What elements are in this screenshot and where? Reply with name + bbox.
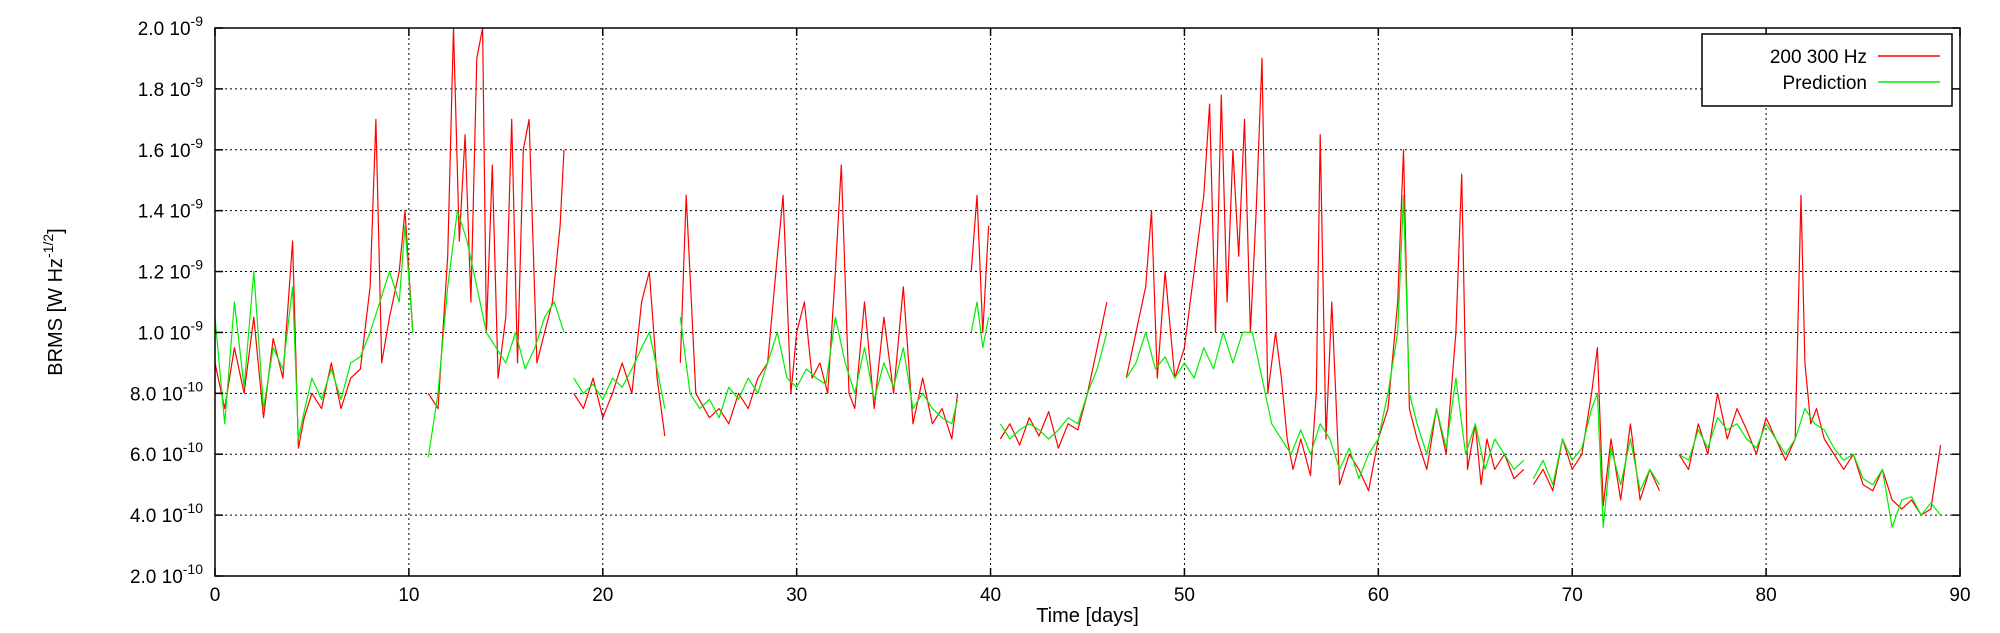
y-tick-exponent: -9 (191, 196, 204, 212)
y-tick-mantissa: 6.0 10 (130, 445, 183, 466)
axis-ticks (214, 27, 1961, 577)
y-axis-title-end: ] (45, 228, 67, 234)
series-1 (214, 194, 1942, 528)
y-tick-label: 2.0 10-9 (138, 13, 203, 40)
y-tick-mantissa: 2.0 10 (138, 19, 191, 40)
series-line-segment (427, 210, 565, 458)
y-tick-mantissa: 1.6 10 (138, 141, 191, 162)
series-line-segment (999, 301, 1108, 449)
y-tick-label: 2.0 10-10 (130, 561, 203, 588)
y-tick-exponent: -9 (191, 317, 204, 333)
y-tick-label: 6.0 10-10 (130, 439, 203, 466)
axis-tick-labels: 0 10 20 30 40 50 60 70 80 902.0 10-104.0 10-106.0… (130, 13, 1971, 606)
series-line-segment (573, 271, 666, 437)
y-tick-mantissa: 4.0 10 (130, 506, 183, 527)
series-line-segment (1125, 194, 1525, 480)
x-tick-label: 40 (980, 585, 1001, 606)
series-line-segment (1532, 392, 1661, 528)
x-tick-label: 10 (398, 585, 419, 606)
y-tick-exponent: -10 (183, 500, 203, 516)
x-tick-label: 20 (592, 585, 613, 606)
series-layer (214, 27, 1942, 528)
x-tick-label: 90 (1949, 585, 1970, 606)
y-tick-label: 8.0 10-10 (130, 378, 203, 405)
series-line-segment (427, 27, 565, 410)
y-tick-mantissa: 1.2 10 (138, 263, 191, 284)
x-tick-label: 50 (1174, 585, 1195, 606)
series-0 (214, 27, 1942, 516)
grid (215, 28, 1960, 576)
y-axis-title: BRMS [W Hz-1/2] (40, 228, 67, 375)
x-tick-label: 70 (1562, 585, 1583, 606)
y-tick-exponent: -10 (183, 439, 203, 455)
series-line-segment (1678, 408, 1942, 528)
x-tick-label: 30 (786, 585, 807, 606)
legend-label-200-300-hz: 200 300 Hz (1770, 47, 1867, 68)
legend-label-prediction: Prediction (1783, 73, 1868, 94)
series-line-segment (679, 316, 959, 425)
y-tick-mantissa: 8.0 10 (130, 384, 183, 405)
y-tick-exponent: -9 (191, 257, 204, 273)
plot-frame (214, 27, 1961, 577)
y-tick-label: 1.6 10-9 (138, 135, 203, 162)
y-tick-mantissa: 2.0 10 (130, 567, 183, 588)
x-tick-label: 0 (210, 585, 221, 606)
y-axis-title-exponent: -1/2 (40, 234, 56, 258)
series-line-segment (1125, 57, 1525, 492)
y-tick-label: 1.4 10-9 (138, 196, 203, 223)
y-tick-label: 1.2 10-9 (138, 257, 203, 284)
y-tick-label: 4.0 10-10 (130, 500, 203, 527)
y-tick-exponent: -10 (183, 378, 203, 394)
y-tick-label: 1.8 10-9 (138, 74, 203, 101)
series-line-segment (214, 118, 414, 449)
x-axis-title: Time [days] (1036, 605, 1139, 627)
series-line-segment (970, 301, 990, 349)
series-line-segment (999, 332, 1108, 440)
y-tick-exponent: -9 (191, 13, 204, 29)
series-line-segment (679, 164, 959, 440)
y-tick-mantissa: 1.0 10 (138, 323, 191, 344)
series-line-segment (970, 194, 990, 333)
legend: 200 300 Hz Prediction (1701, 33, 1953, 107)
y-tick-exponent: -9 (191, 74, 204, 90)
y-tick-mantissa: 1.8 10 (138, 80, 191, 101)
series-line-segment (214, 225, 414, 440)
x-tick-label: 60 (1368, 585, 1389, 606)
y-tick-label: 1.0 10-9 (138, 317, 203, 344)
series-line-segment (1678, 194, 1942, 516)
y-tick-exponent: -9 (191, 135, 204, 151)
legend-box (1701, 33, 1953, 107)
y-axis-title-main: BRMS [W Hz (45, 258, 67, 376)
y-tick-mantissa: 1.4 10 (138, 202, 191, 223)
series-line-segment (573, 331, 666, 409)
x-tick-label: 80 (1756, 585, 1777, 606)
y-tick-exponent: -10 (183, 561, 203, 577)
